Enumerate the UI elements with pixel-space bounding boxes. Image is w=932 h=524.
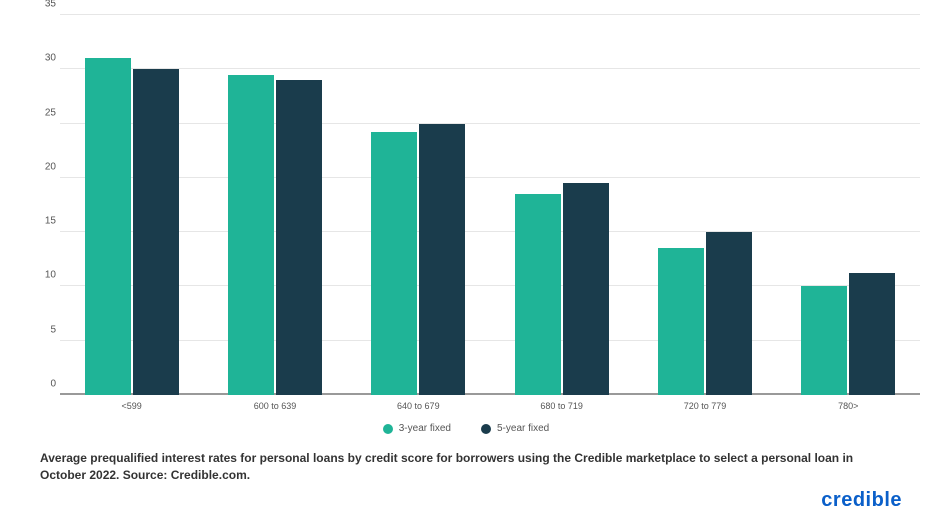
bar xyxy=(85,58,131,395)
y-axis: 05101520253035 xyxy=(30,15,60,395)
legend: 3-year fixed 5-year fixed xyxy=(20,423,912,434)
bar xyxy=(371,132,417,395)
bar-group xyxy=(371,124,465,395)
bar xyxy=(849,273,895,395)
y-tick-label: 30 xyxy=(45,53,56,64)
bar-group xyxy=(85,58,179,395)
bar xyxy=(658,248,704,395)
bar xyxy=(801,286,847,395)
y-tick-label: 20 xyxy=(45,161,56,172)
bar xyxy=(706,232,752,395)
x-tick-label: 720 to 779 xyxy=(655,401,755,411)
legend-swatch xyxy=(383,424,393,434)
legend-item: 3-year fixed xyxy=(383,423,451,434)
bar-group xyxy=(228,75,322,395)
chart-area: 05101520253035 <599600 to 639640 to 6796… xyxy=(30,15,920,395)
bar xyxy=(133,69,179,395)
bar-group xyxy=(658,232,752,395)
credible-logo: credible xyxy=(821,489,902,512)
x-tick-label: 780> xyxy=(798,401,898,411)
x-tick-label: <599 xyxy=(82,401,182,411)
legend-label: 3-year fixed xyxy=(399,423,451,434)
bar xyxy=(276,80,322,395)
bar xyxy=(515,194,561,395)
bar xyxy=(419,124,465,395)
chart-caption: Average prequalified interest rates for … xyxy=(20,450,912,484)
x-tick-label: 640 to 679 xyxy=(368,401,468,411)
x-tick-label: 680 to 719 xyxy=(512,401,612,411)
legend-label: 5-year fixed xyxy=(497,423,549,434)
y-tick-label: 5 xyxy=(50,324,56,335)
bars-container xyxy=(60,15,920,395)
y-tick-label: 10 xyxy=(45,270,56,281)
x-axis-labels: <599 600 to 639 640 to 679 680 to 719 720 to… xyxy=(60,395,920,411)
bar-group xyxy=(515,183,609,395)
y-tick-label: 15 xyxy=(45,216,56,227)
bar xyxy=(563,183,609,395)
legend-swatch xyxy=(481,424,491,434)
bar xyxy=(228,75,274,395)
y-tick-label: 35 xyxy=(45,0,56,10)
bar-group xyxy=(801,273,895,395)
legend-item: 5-year fixed xyxy=(481,423,549,434)
y-tick-label: 0 xyxy=(50,379,56,390)
y-tick-label: 25 xyxy=(45,107,56,118)
x-tick-label: 600 to 639 xyxy=(225,401,325,411)
